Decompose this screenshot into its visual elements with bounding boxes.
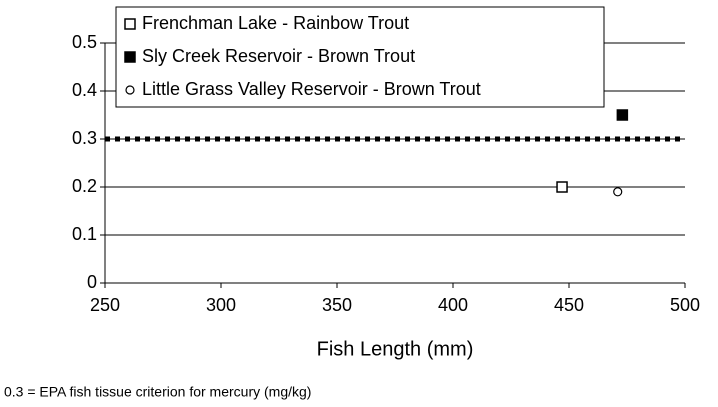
y-tick-label: 0 — [87, 272, 97, 292]
legend-marker — [125, 85, 135, 95]
legend-box — [115, 6, 605, 108]
point — [556, 181, 568, 193]
y-tick-label: 0.2 — [72, 176, 97, 196]
point — [616, 109, 629, 121]
x-tick-label: 350 — [322, 295, 352, 315]
x-tick-label: 250 — [90, 295, 120, 315]
legend-label: Sly Creek Reservoir - Brown Trout — [142, 46, 415, 66]
note: 0.3 = EPA fish tissue criterion for merc… — [4, 384, 311, 400]
y-tick-label: 0.5 — [72, 32, 97, 52]
y-tick-label: 0.3 — [72, 128, 97, 148]
x-axis-label: Fish Length (mm) — [317, 338, 474, 360]
x-tick-label: 300 — [206, 295, 236, 315]
x-tick-label: 400 — [438, 295, 468, 315]
x-tick-label: 500 — [670, 295, 700, 315]
legend-marker — [124, 51, 136, 63]
y-tick-label: 0.4 — [72, 80, 97, 100]
legend-label: Frenchman Lake - Rainbow Trout — [142, 13, 409, 33]
x-tick-label: 450 — [554, 295, 584, 315]
legend-marker — [124, 18, 136, 30]
point — [613, 187, 623, 197]
y-tick-label: 0.1 — [72, 224, 97, 244]
legend-label: Little Grass Valley Reservoir - Brown Tr… — [142, 79, 481, 99]
